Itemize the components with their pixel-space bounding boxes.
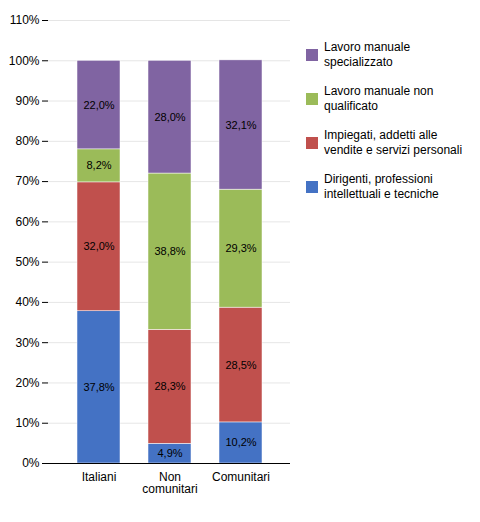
svg-text:90%: 90%: [15, 94, 39, 108]
svg-text:32,0%: 32,0%: [83, 240, 114, 252]
svg-text:50%: 50%: [15, 255, 39, 269]
svg-text:70%: 70%: [15, 174, 39, 188]
svg-text:30%: 30%: [15, 336, 39, 350]
svg-text:10,2%: 10,2%: [225, 436, 256, 448]
svg-text:40%: 40%: [15, 295, 39, 309]
svg-text:10%: 10%: [15, 416, 39, 430]
svg-text:Italiani: Italiani: [82, 470, 117, 484]
svg-text:110%: 110%: [10, 13, 40, 27]
svg-text:Comunitari: Comunitari: [212, 470, 270, 484]
svg-text:28,0%: 28,0%: [154, 111, 185, 123]
svg-text:4,9%: 4,9%: [157, 447, 182, 459]
html-text:Lavoro manuale non qualificato: Lavoro manuale non qualificato: [324, 84, 434, 113]
svg-text:100%: 100%: [9, 54, 40, 68]
svg-text:8,2%: 8,2%: [86, 159, 111, 171]
svg-text:38,8%: 38,8%: [154, 245, 185, 257]
svg-text:37,8%: 37,8%: [83, 381, 114, 393]
svg-text:29,3%: 29,3%: [225, 242, 256, 254]
svg-text:60%: 60%: [15, 215, 39, 229]
svg-text:80%: 80%: [15, 134, 39, 148]
svg-text:0%: 0%: [22, 456, 40, 470]
svg-text:Noncomunitari: Noncomunitari: [142, 470, 197, 496]
html-text:Dirigenti, professioni intelle: Dirigenti, professioni intellettuali e t…: [324, 172, 439, 201]
svg-text:20%: 20%: [15, 376, 39, 390]
svg-text:22,0%: 22,0%: [83, 99, 114, 111]
svg-text:32,1%: 32,1%: [225, 119, 256, 131]
svg-text:28,3%: 28,3%: [154, 380, 185, 392]
html-text:Impiegati, addetti alle vendit: Impiegati, addetti alle vendite e serviz…: [324, 128, 463, 157]
html-text:Lavoro manuale specializzato: Lavoro manuale specializzato: [324, 40, 411, 69]
svg-text:28,5%: 28,5%: [225, 359, 256, 371]
